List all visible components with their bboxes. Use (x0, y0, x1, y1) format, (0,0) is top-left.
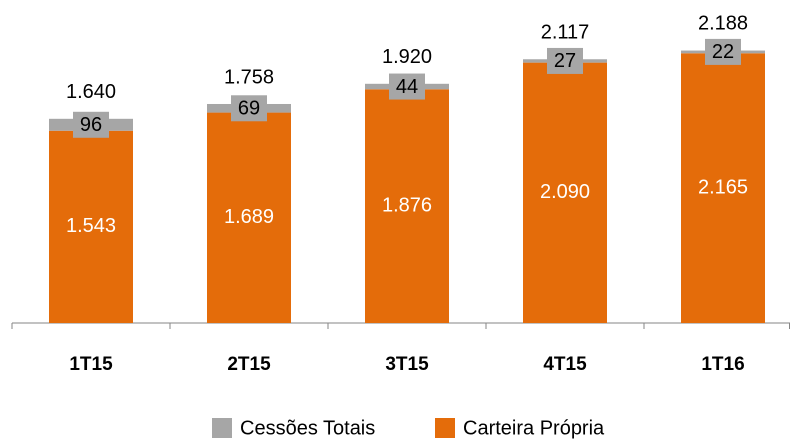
bar-segment (207, 112, 291, 323)
legend-swatch (212, 418, 232, 438)
value-label: 96 (80, 114, 102, 136)
legend-swatch (435, 418, 455, 438)
x-tick-label: 3T15 (385, 354, 429, 375)
x-tick-label: 4T15 (543, 354, 587, 375)
legend-label: Carteira Própria (463, 417, 605, 439)
value-label-box (73, 111, 109, 138)
value-label: 27 (554, 50, 576, 72)
value-label-box (389, 73, 425, 100)
total-label: 2.117 (541, 22, 590, 44)
total-label: 1.758 (224, 66, 274, 88)
x-tick-label: 2T15 (227, 354, 271, 375)
value-label: 1.876 (382, 194, 432, 216)
x-tick-label: 1T16 (701, 354, 744, 375)
total-label: 1.640 (66, 81, 116, 103)
value-label-box (231, 95, 267, 122)
value-label: 44 (396, 76, 418, 98)
value-label-box (547, 47, 583, 74)
bar-segment (523, 62, 607, 323)
x-tick-label: 1T15 (69, 354, 113, 375)
value-label: 2.165 (698, 176, 748, 198)
legend-label: Cessões Totais (240, 417, 375, 439)
value-label-box (705, 38, 741, 65)
total-label: 1.920 (382, 46, 432, 68)
bar-segment (49, 130, 133, 323)
value-label: 1.689 (224, 206, 274, 228)
total-label: 2.188 (698, 13, 748, 35)
value-label: 69 (238, 98, 260, 120)
bar-segment (365, 89, 449, 323)
value-label: 1.543 (66, 215, 116, 237)
bar-segment (681, 53, 765, 323)
value-label: 22 (712, 41, 734, 63)
value-label: 2.090 (540, 181, 590, 203)
